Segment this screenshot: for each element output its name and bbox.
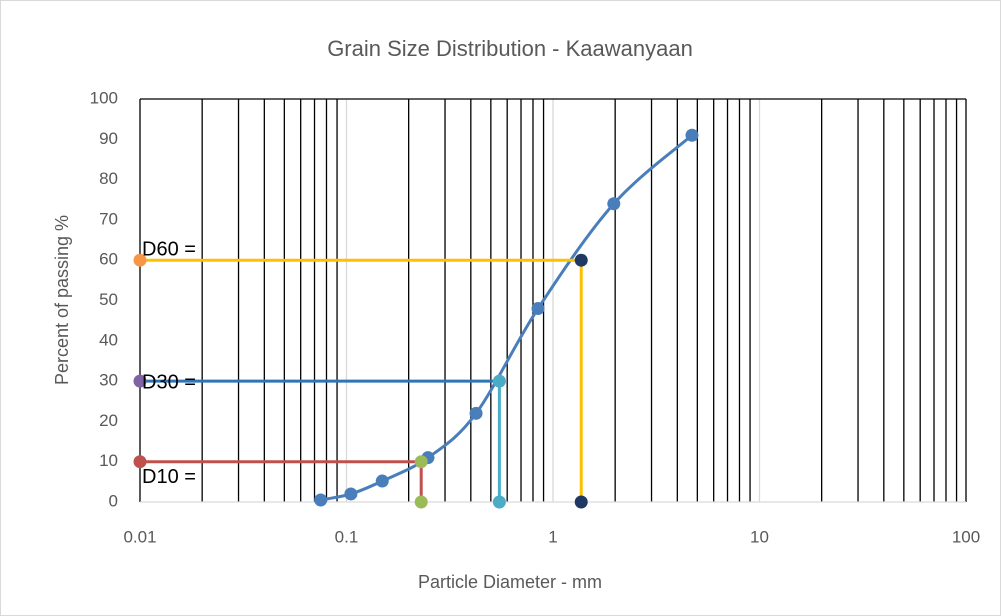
y-tick-label: 0 [109,491,118,510]
y-tick-label: 30 [99,371,118,390]
y-tick-label: 70 [99,209,118,228]
data-point [531,302,545,316]
x-tick-label: 0.1 [335,527,359,546]
x-tick-label: 100 [952,527,980,546]
data-point [133,253,147,267]
data-point [344,487,358,501]
y-tick-label: 10 [99,451,118,470]
data-point [133,374,147,388]
y-tick-label: 40 [99,330,118,349]
data-point [685,128,699,142]
data-point [492,495,506,509]
y-tick-label: 50 [99,290,118,309]
annotation: D60 = [142,238,196,260]
data-point [414,455,428,469]
data-point [607,197,621,211]
x-tick-label: 1 [548,527,557,546]
y-tick-label: 20 [99,411,118,430]
x-axis-label: Particle Diameter - mm [418,572,602,592]
y-tick-label: 90 [99,129,118,148]
y-tick-label: 100 [90,88,118,107]
y-tick-label: 80 [99,169,118,188]
data-point [574,253,588,267]
data-point [492,374,506,388]
chart-title: Grain Size Distribution - Kaawanyaan [327,36,693,61]
annotation: D30 = [142,371,196,393]
data-point [469,406,483,420]
annotation: D10 = [142,466,196,488]
y-tick-label: 60 [99,250,118,269]
data-point [574,495,588,509]
data-point [375,474,389,488]
y-axis-label: Percent of passing % [52,215,72,385]
x-tick-label: 10 [750,527,769,546]
x-tick-label: 0.01 [123,527,156,546]
data-point [133,455,147,469]
data-point [414,495,428,509]
data-point [314,493,328,507]
